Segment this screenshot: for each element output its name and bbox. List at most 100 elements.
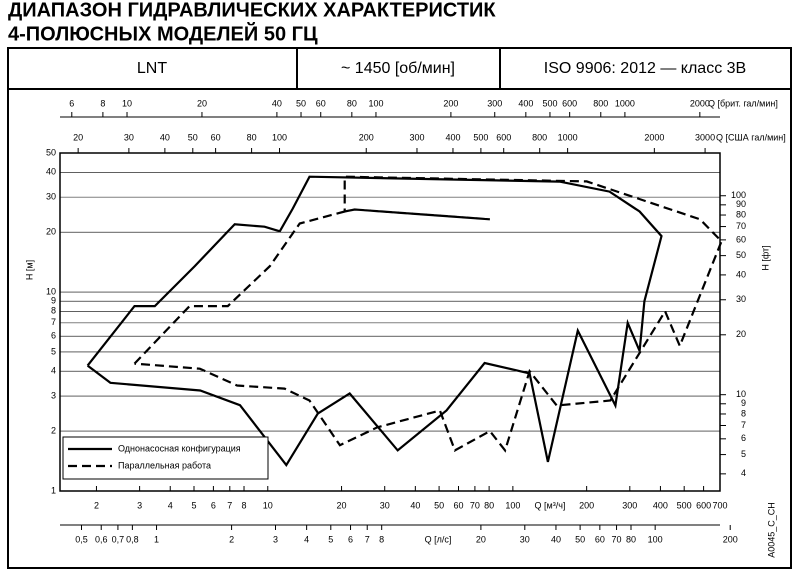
y2-tick-label: 5 <box>741 449 746 459</box>
y2-tick-label: 80 <box>736 209 746 219</box>
x-tick-label: 2000 <box>644 132 664 142</box>
y2-tick-label: 60 <box>736 234 746 244</box>
y2-tick-label: 30 <box>736 294 746 304</box>
x-tick-label: 3000 <box>695 132 715 142</box>
x-tick-label: 8 <box>242 500 247 510</box>
title-line: 4-ПОЛЮСНЫХ МОДЕЛЕЙ 50 ГЦ <box>8 21 318 45</box>
frame <box>7 47 792 569</box>
x-tick-label: 100 <box>505 500 520 510</box>
x-tick-label: 20 <box>197 98 207 108</box>
legend-box <box>62 436 269 480</box>
y-tick-label: 30 <box>46 192 56 202</box>
x-tick-label: 70 <box>612 534 622 544</box>
x-tick-label: 50 <box>434 500 444 510</box>
x-tick-label: 4 <box>304 534 309 544</box>
x-tick-label: 3 <box>273 534 278 544</box>
y-tick-label: 2 <box>51 425 56 435</box>
y-tick-label: 5 <box>51 346 56 356</box>
x-tick-label: 20 <box>73 132 83 142</box>
y-tick-label: 8 <box>51 306 56 316</box>
y2-tick-label: 90 <box>736 199 746 209</box>
x-tick-label: 0,6 <box>95 534 108 544</box>
x-axis-label: Q [м³/ч] <box>535 500 566 510</box>
x-tick-label: 2 <box>94 500 99 510</box>
x-tick-label: 70 <box>470 500 480 510</box>
y2-tick-label: 7 <box>741 420 746 430</box>
x-tick-label: 10 <box>263 500 273 510</box>
y2-tick-label: 10 <box>736 389 746 399</box>
y-axis-label: H [м] <box>24 260 34 280</box>
x-tick-label: 8 <box>379 534 384 544</box>
x-tick-label: 600 <box>562 98 577 108</box>
y-tick-label: 4 <box>51 366 56 376</box>
x-tick-label: 500 <box>677 500 692 510</box>
x-tick-label: 300 <box>487 98 502 108</box>
x-tick-label: 30 <box>520 534 530 544</box>
x-tick-label: 400 <box>445 132 460 142</box>
x-tick-label: 3 <box>137 500 142 510</box>
y-tick-label: 7 <box>51 317 56 327</box>
title-line: ДИАПАЗОН ГИДРАВЛИЧЕСКИХ ХАРАКТЕРИСТИК <box>8 0 496 21</box>
y2-tick-label: 40 <box>736 269 746 279</box>
x-tick-label: 4 <box>168 500 173 510</box>
x-tick-label: 400 <box>518 98 533 108</box>
x-tick-label: 80 <box>247 132 257 142</box>
x-tick-label: 200 <box>443 98 458 108</box>
y2-tick-label: 70 <box>736 221 746 231</box>
y2-tick-label: 9 <box>741 398 746 408</box>
x-tick-label: 50 <box>188 132 198 142</box>
header-cell: ~ 1450 [об/мин] <box>341 60 455 77</box>
x-tick-label: 800 <box>593 98 608 108</box>
x4-axis-label: Q [США гал/мин] <box>716 132 786 142</box>
x-tick-label: 200 <box>579 500 594 510</box>
x-tick-label: 5 <box>328 534 333 544</box>
x-tick-label: 50 <box>575 534 585 544</box>
x-tick-label: 200 <box>723 534 738 544</box>
x-tick-label: 40 <box>272 98 282 108</box>
y-tick-label: 3 <box>51 390 56 400</box>
x-tick-label: 0,8 <box>126 534 139 544</box>
x-tick-label: 500 <box>542 98 557 108</box>
x-tick-label: 6 <box>211 500 216 510</box>
x-tick-label: 10 <box>122 98 132 108</box>
legend-label: Параллельная работа <box>118 460 211 470</box>
x-tick-label: 60 <box>211 132 221 142</box>
y2-tick-label: 100 <box>731 190 746 200</box>
x-tick-label: 30 <box>380 500 390 510</box>
x-tick-label: 8 <box>100 98 105 108</box>
x-tick-label: 5 <box>191 500 196 510</box>
legend-label: Однонасосная конфигурация <box>118 443 241 453</box>
x-tick-label: 600 <box>696 500 711 510</box>
y2-tick-label: 8 <box>741 408 746 418</box>
x-tick-label: 6 <box>348 534 353 544</box>
curve <box>86 175 663 468</box>
y2-tick-label: 4 <box>741 468 746 478</box>
header-cell: LNT <box>137 60 167 77</box>
x-tick-label: 80 <box>626 534 636 544</box>
x-tick-label: 40 <box>410 500 420 510</box>
x-tick-label: 1000 <box>615 98 635 108</box>
x-tick-label: 40 <box>160 132 170 142</box>
x-tick-label: 1000 <box>558 132 578 142</box>
x3-axis-label: Q [брит. гал/мин] <box>708 98 778 108</box>
y-tick-label: 10 <box>46 286 56 296</box>
x-tick-label: 50 <box>296 98 306 108</box>
x-tick-label: 7 <box>365 534 370 544</box>
y-tick-label: 1 <box>51 485 56 495</box>
y-tick-label: 40 <box>46 167 56 177</box>
x-tick-label: 60 <box>453 500 463 510</box>
header-cell: ISO 9906: 2012 — класс 3В <box>544 60 746 77</box>
x-tick-label: 300 <box>409 132 424 142</box>
x-tick-label: 100 <box>368 98 383 108</box>
y-tick-label: 6 <box>51 331 56 341</box>
x-tick-label: 100 <box>272 132 287 142</box>
x-tick-label: 400 <box>653 500 668 510</box>
y2-tick-label: 6 <box>741 433 746 443</box>
x-tick-label: 60 <box>316 98 326 108</box>
x2-axis-label: Q [л/с] <box>425 534 452 544</box>
x-tick-label: 2 <box>229 534 234 544</box>
y2-axis-label: H [фт] <box>760 245 770 270</box>
y-tick-label: 20 <box>46 227 56 237</box>
x-tick-label: 80 <box>484 500 494 510</box>
